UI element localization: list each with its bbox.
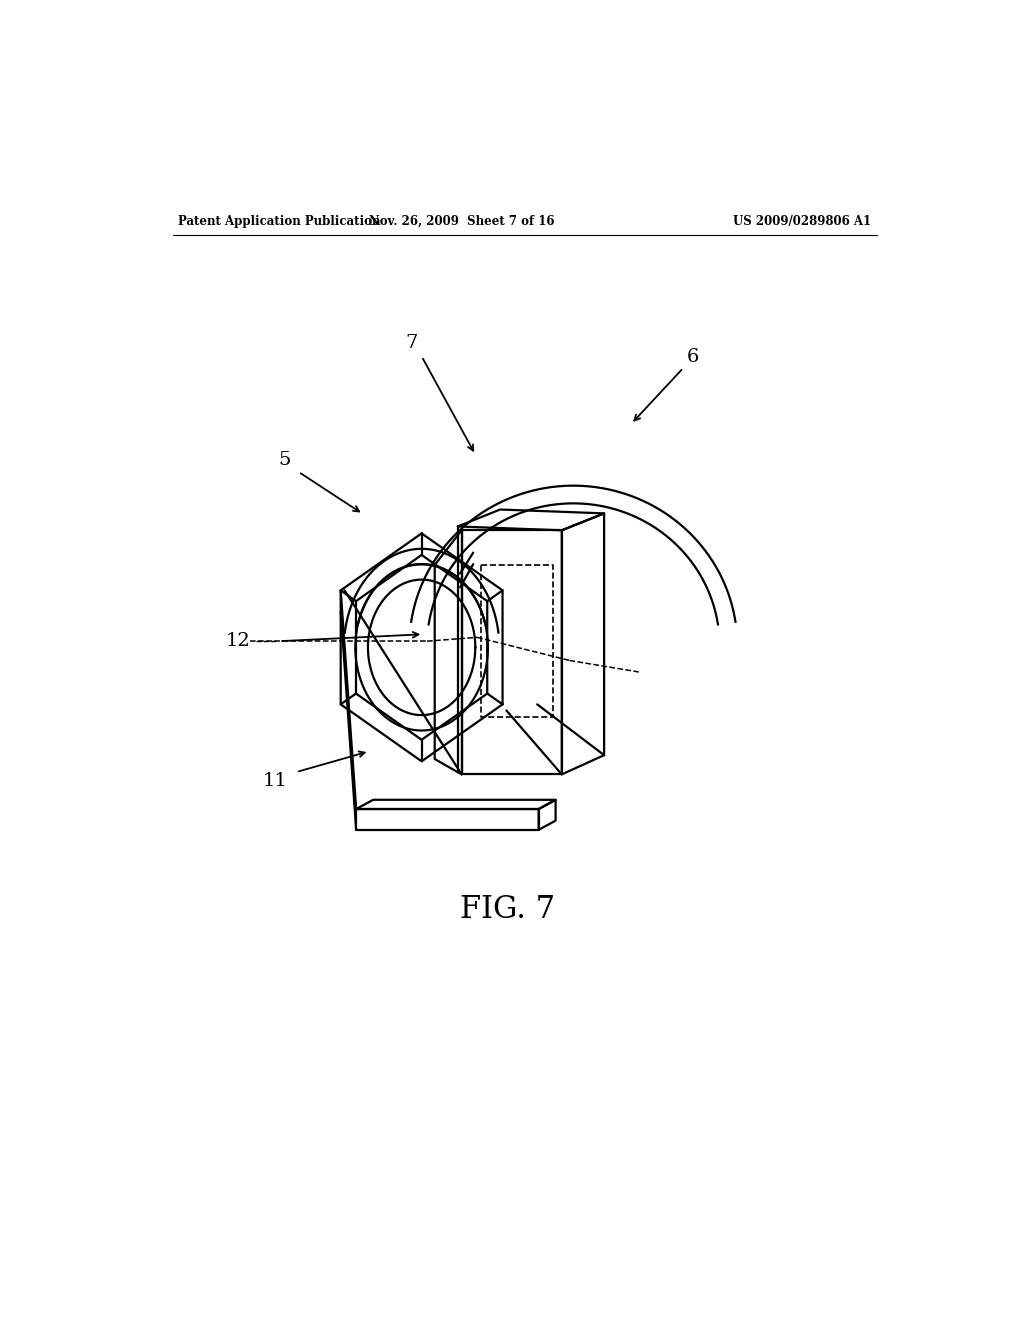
Text: US 2009/0289806 A1: US 2009/0289806 A1	[733, 215, 871, 228]
Text: 6: 6	[686, 348, 698, 366]
Text: Patent Application Publication: Patent Application Publication	[178, 215, 381, 228]
Text: 7: 7	[406, 334, 418, 352]
Text: 12: 12	[226, 632, 251, 651]
Text: 5: 5	[279, 451, 291, 469]
Text: 11: 11	[263, 772, 288, 789]
Text: Nov. 26, 2009  Sheet 7 of 16: Nov. 26, 2009 Sheet 7 of 16	[369, 215, 554, 228]
Text: FIG. 7: FIG. 7	[461, 894, 555, 924]
